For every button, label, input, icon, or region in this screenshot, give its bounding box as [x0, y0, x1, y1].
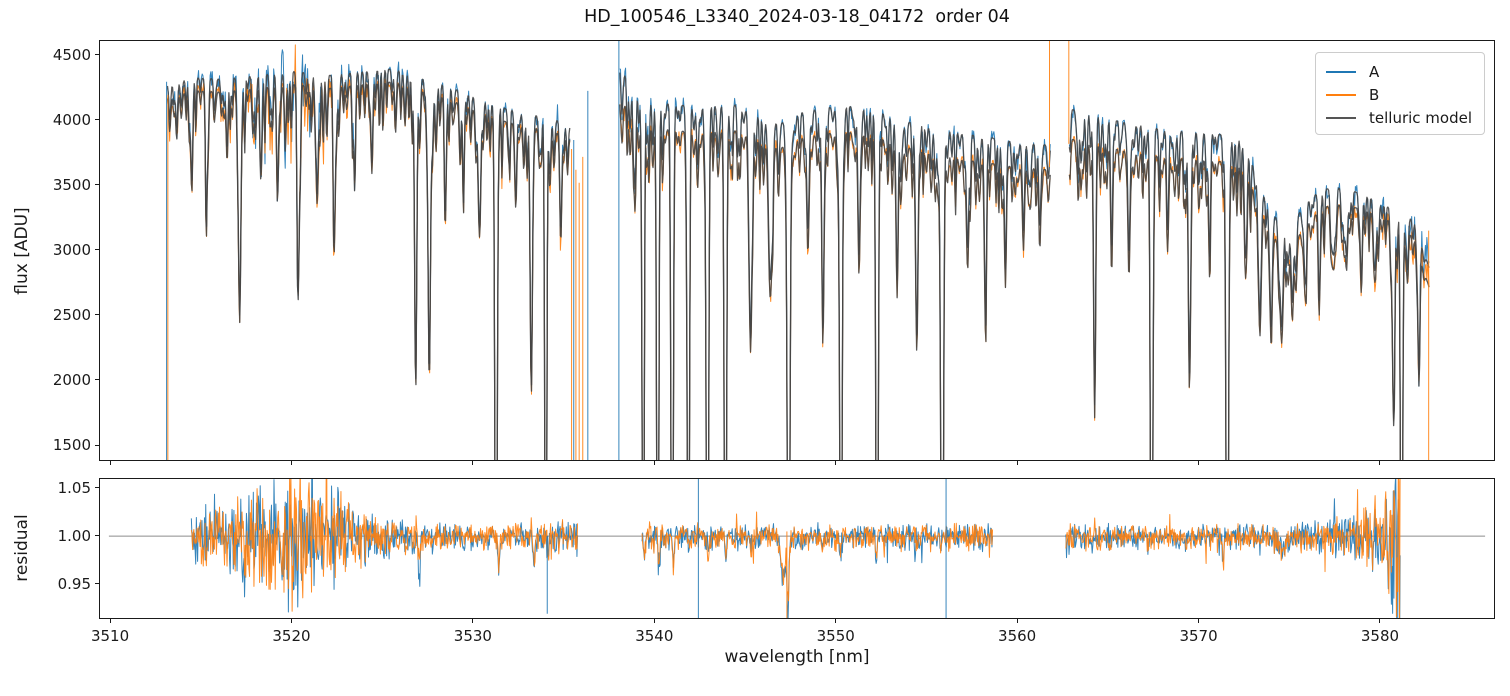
legend-line-b-sample	[1326, 93, 1356, 96]
flux-ytick-mark	[95, 54, 99, 56]
flux-ytick-label: 3500	[52, 175, 91, 194]
residual-ytick-label: 1.05	[57, 478, 91, 497]
legend: A B telluric model	[1315, 52, 1485, 135]
residual-xtick-mark	[1016, 619, 1018, 623]
legend-line-a-sample	[1326, 70, 1356, 73]
x-axis-label: wavelength [nm]	[724, 647, 870, 667]
flux-ytick-mark	[95, 119, 99, 121]
flux-ytick-mark	[95, 249, 99, 251]
residual-xtick-mark	[290, 619, 292, 623]
residual-ytick-mark	[95, 487, 99, 489]
residual-ytick-label: 1.00	[57, 526, 91, 545]
residual-xtick-mark	[835, 619, 837, 623]
legend-label-a: A	[1369, 62, 1380, 81]
flux-ytick-mark	[95, 379, 99, 381]
legend-entry-b: B	[1326, 83, 1474, 106]
flux-ytick-label: 3000	[52, 240, 91, 259]
residual-xtick-label: 3550	[816, 627, 855, 645]
residual-xtick-label: 3560	[998, 627, 1037, 645]
residual-xtick-mark	[1198, 619, 1200, 623]
residual-ytick-mark	[95, 535, 99, 537]
residual-xtick-label: 3540	[635, 627, 674, 645]
legend-entry-a: A	[1326, 60, 1474, 83]
legend-label-telluric: telluric model	[1369, 108, 1473, 127]
residual-xtick-label: 3570	[1179, 627, 1218, 645]
flux-xtick-mark	[109, 461, 111, 465]
residual-panel	[99, 478, 1495, 619]
flux-ytick-mark	[95, 314, 99, 316]
flux-ytick-mark	[95, 184, 99, 186]
flux-ytick-label: 2500	[52, 305, 91, 324]
flux-ytick-label: 2000	[52, 370, 91, 389]
flux-ytick-label: 4000	[52, 110, 91, 129]
flux-xtick-mark	[835, 461, 837, 465]
residual-xtick-mark	[472, 619, 474, 623]
residual-xtick-label: 3510	[90, 627, 130, 645]
legend-label-b: B	[1369, 85, 1380, 104]
flux-xtick-mark	[290, 461, 292, 465]
residual-ytick-label: 0.95	[57, 574, 91, 593]
legend-line-telluric-sample	[1326, 116, 1356, 119]
flux-panel	[99, 40, 1495, 461]
chart-title: HD_100546_L3340_2024-03-18_04172 order 0…	[584, 7, 1010, 27]
flux-ytick-label: 4500	[52, 45, 91, 64]
legend-entry-telluric: telluric model	[1326, 106, 1474, 129]
residual-ytick-mark	[95, 583, 99, 585]
flux-ytick-label: 1500	[52, 436, 91, 454]
residual-xtick-label: 3580	[1360, 627, 1400, 645]
flux-xtick-mark	[653, 461, 655, 465]
flux-xtick-mark	[1198, 461, 1200, 465]
flux-xtick-mark	[472, 461, 474, 465]
flux-xtick-mark	[1016, 461, 1018, 465]
residual-xtick-label: 3530	[453, 627, 492, 645]
flux-ytick-mark	[95, 444, 99, 446]
residual-xtick-mark	[653, 619, 655, 623]
residual-axis-label: residual	[12, 514, 32, 582]
residual-xtick-mark	[109, 619, 111, 623]
residual-xtick-mark	[1379, 619, 1381, 623]
flux-xtick-mark	[1379, 461, 1381, 465]
residual-xtick-label: 3520	[272, 627, 311, 645]
